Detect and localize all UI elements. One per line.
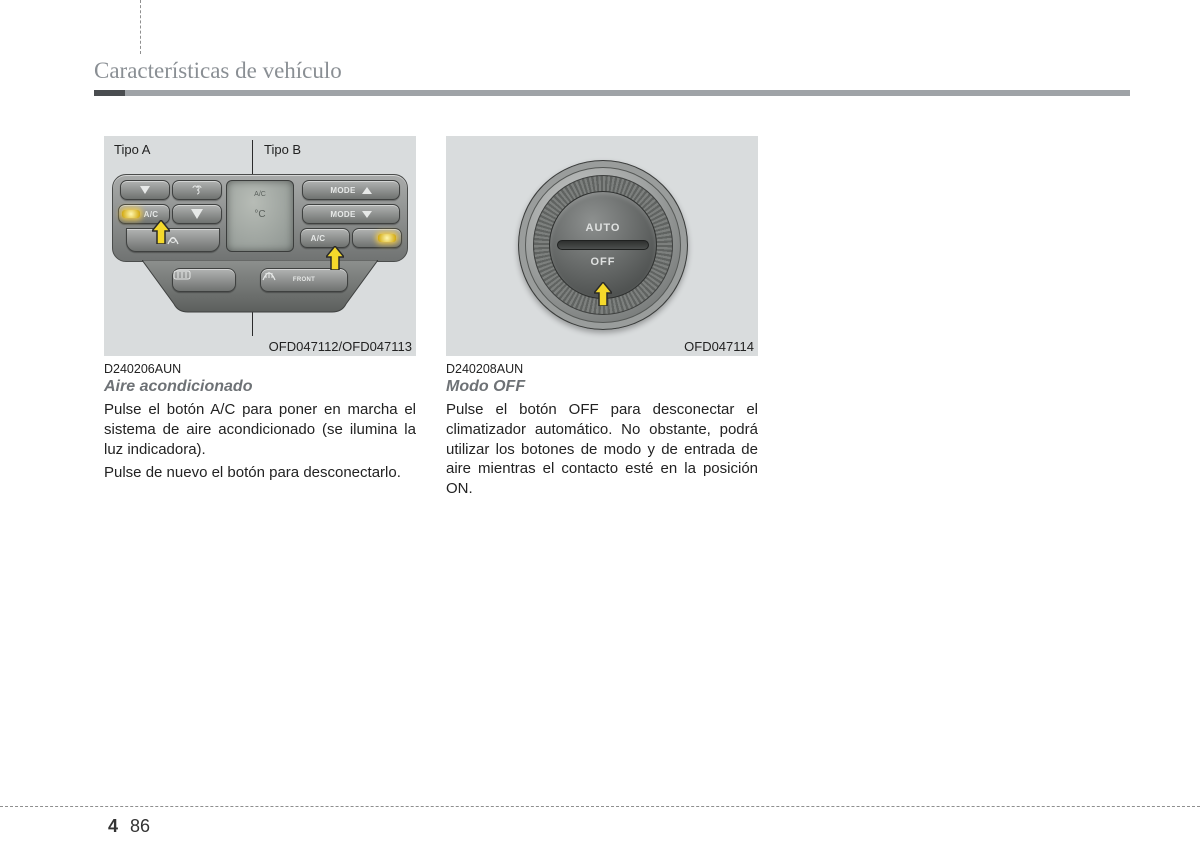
climate-panel-display: A/C °C xyxy=(226,180,294,252)
paragraph: Pulse el botón OFF para desconectar el c… xyxy=(446,400,758,499)
mode-down-button[interactable]: MODE xyxy=(302,204,400,224)
figure-off-knob: AUTO OFF OFD047114 xyxy=(446,136,758,356)
ac-indicator-light-left xyxy=(122,210,140,218)
figure-label-tipo-a: Tipo A xyxy=(114,142,150,157)
auto-off-knob[interactable]: AUTO OFF xyxy=(518,160,688,330)
footer-rule xyxy=(0,806,1200,807)
ac-indicator-light-right xyxy=(378,234,396,242)
section-title: Características de vehículo xyxy=(94,58,1130,90)
footer-vertical-rule xyxy=(140,0,141,54)
ac-button-left-label: A/C xyxy=(144,210,159,219)
knob-label-auto: AUTO xyxy=(586,222,621,234)
subheading-modo-off: Modo OFF xyxy=(446,378,758,396)
subheading-aire-acondicionado: Aire acondicionado xyxy=(104,378,416,396)
page-num: 86 xyxy=(130,816,150,837)
knob-center-bar xyxy=(557,240,649,250)
recirc-button[interactable] xyxy=(172,204,222,224)
paragraph: Pulse de nuevo el botón para desconectar… xyxy=(104,463,416,483)
content-columns: Tipo A Tipo B A/C °C A/C xyxy=(104,136,758,503)
paragraph: Pulse el botón A/C para poner en marcha … xyxy=(104,400,416,459)
reference-code: D240206AUN xyxy=(104,362,416,376)
mode-up-button[interactable]: MODE xyxy=(302,180,400,200)
fan-down-button[interactable] xyxy=(120,180,170,200)
column-aire-acondicionado: Tipo A Tipo B A/C °C A/C xyxy=(104,136,416,503)
rear-defrost-button[interactable] xyxy=(172,268,236,292)
display-temp-icon: °C xyxy=(227,209,293,220)
reference-code: D240208AUN xyxy=(446,362,758,376)
air-direction-button-left[interactable] xyxy=(126,228,220,252)
header-rule xyxy=(94,90,1130,96)
arrow-icon xyxy=(594,282,612,306)
page-section-number: 4 xyxy=(108,816,118,837)
front-defrost-button[interactable]: FRONT xyxy=(260,268,348,292)
figure-image-ref: OFD047114 xyxy=(684,339,754,354)
figure-label-tipo-b: Tipo B xyxy=(264,142,301,157)
page-number: 4 86 xyxy=(108,816,150,837)
display-ac-icon: A/C xyxy=(227,191,293,198)
ac-button-right[interactable]: A/C xyxy=(300,228,350,248)
fan-up-button[interactable] xyxy=(172,180,222,200)
mode-up-label: MODE xyxy=(330,186,355,195)
column-modo-off: AUTO OFF OFD047114 D240208AUN Modo OFF P… xyxy=(446,136,758,503)
arrow-icon xyxy=(326,246,344,270)
page-header: Características de vehículo xyxy=(94,58,1130,96)
ac-button-right-label: A/C xyxy=(311,234,326,243)
mode-down-label: MODE xyxy=(330,210,355,219)
climate-panel: A/C °C A/C xyxy=(112,174,408,324)
figure-image-ref: OFD047112/OFD047113 xyxy=(269,339,412,354)
front-defrost-label: FRONT xyxy=(293,277,315,283)
arrow-icon xyxy=(152,220,170,244)
knob-label-off: OFF xyxy=(591,256,616,268)
figure-climate-panel: Tipo A Tipo B A/C °C A/C xyxy=(104,136,416,356)
